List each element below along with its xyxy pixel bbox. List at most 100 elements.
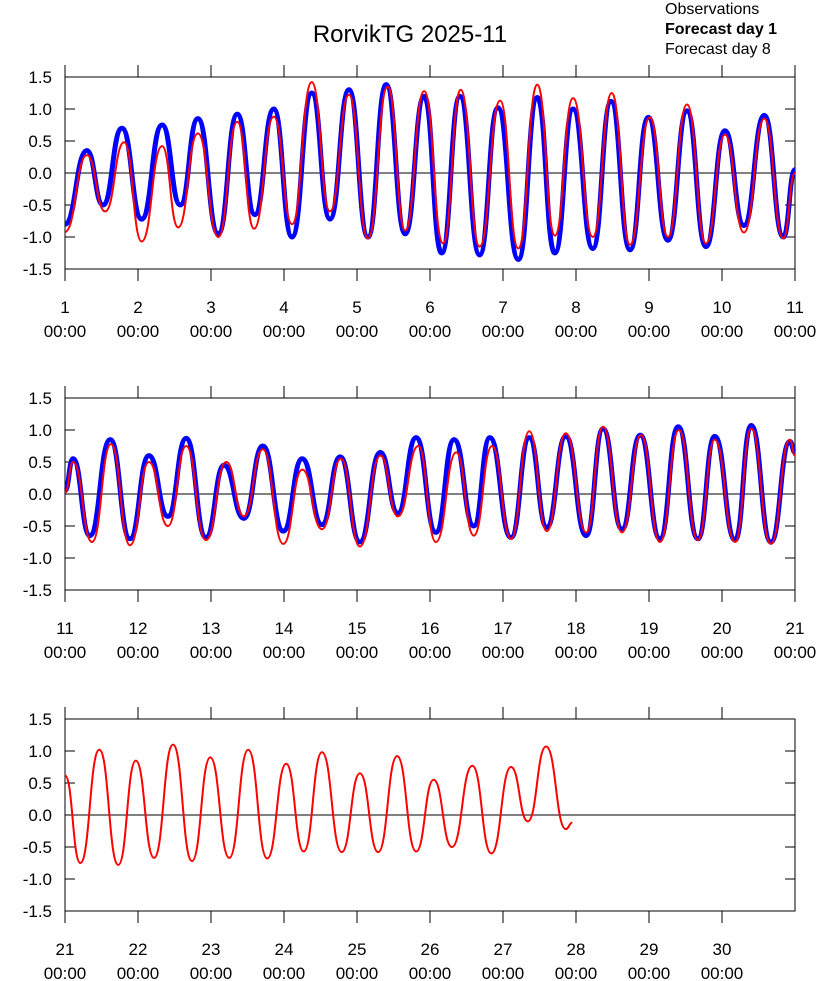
x-tick-label-line: 14 xyxy=(275,619,294,638)
x-tick-label-line: 00:00 xyxy=(263,964,306,981)
x-tick-label: 21 00:00 xyxy=(44,940,87,981)
y-tick-label: 1.0 xyxy=(28,421,52,440)
x-tick-label: 5 00:00 xyxy=(336,298,379,341)
y-tick-label: 0.0 xyxy=(28,164,52,183)
x-tick-label-line: 6 xyxy=(425,298,434,317)
x-tick-label-line: 4 xyxy=(279,298,288,317)
x-tick-label-line: 00:00 xyxy=(555,643,598,662)
x-tick-label-line: 00:00 xyxy=(117,964,160,981)
x-tick-label-line: 11 xyxy=(56,619,74,638)
x-tick-label: 26 00:00 xyxy=(409,940,452,981)
y-tick-label: 1.5 xyxy=(28,710,52,729)
x-tick-label-line: 7 xyxy=(498,298,507,317)
x-tick-label: 23 00:00 xyxy=(190,940,233,981)
y-tick-label: 0.5 xyxy=(28,453,52,472)
x-tick-label-line: 00:00 xyxy=(44,322,87,341)
x-tick-label-line: 25 xyxy=(348,940,367,959)
x-tick-label-line: 00:00 xyxy=(628,322,671,341)
x-tick-label: 10 00:00 xyxy=(701,298,744,341)
x-tick-label: 21 00:00 xyxy=(774,619,817,662)
x-tick-label-line: 00:00 xyxy=(701,964,744,981)
x-tick-label-line: 23 xyxy=(202,940,221,959)
legend-entry: Observations xyxy=(665,1,759,18)
x-tick-label-line: 26 xyxy=(421,940,440,959)
x-tick-label: 24 00:00 xyxy=(263,940,306,981)
x-tick-label-line: 5 xyxy=(352,298,361,317)
y-tick-label: 0.5 xyxy=(28,774,52,793)
legend-entry: Forecast day 8 xyxy=(665,41,771,58)
x-tick-label-line: 28 xyxy=(567,940,586,959)
x-tick-label-line: 00:00 xyxy=(628,964,671,981)
chart-title: RorvikTG 2025-11 xyxy=(313,21,507,48)
legend-entry: Forecast day 1 xyxy=(665,21,777,38)
x-tick-label: 6 00:00 xyxy=(409,298,452,341)
x-tick-label-line: 00:00 xyxy=(190,322,233,341)
y-tick-label: -1.0 xyxy=(23,870,52,889)
x-tick-label: 25 00:00 xyxy=(336,940,379,981)
x-tick-label-line: 00:00 xyxy=(336,322,379,341)
x-tick-label-line: 00:00 xyxy=(336,964,379,981)
series-line xyxy=(64,425,796,548)
y-tick-label: 0.0 xyxy=(28,806,52,825)
x-tick-label-line: 13 xyxy=(202,619,221,638)
x-tick-label-line: 11 xyxy=(786,298,804,317)
y-tick-label: -1.0 xyxy=(23,549,52,568)
x-tick-label-line: 19 xyxy=(640,619,659,638)
x-tick-label-line: 20 xyxy=(713,619,732,638)
x-tick-label-line: 00:00 xyxy=(482,964,525,981)
x-tick-label: 8 00:00 xyxy=(555,298,598,341)
x-tick-label: 18 00:00 xyxy=(555,619,598,662)
y-tick-label: -0.5 xyxy=(23,517,52,536)
x-tick-label-line: 3 xyxy=(206,298,215,317)
x-tick-label: 13 00:00 xyxy=(190,619,233,662)
x-tick-label-line: 00:00 xyxy=(555,964,598,981)
x-tick-label: 11 00:00 xyxy=(774,298,817,341)
x-tick-label-line: 00:00 xyxy=(555,322,598,341)
x-tick-label: 15 00:00 xyxy=(336,619,379,662)
x-tick-label: 14 00:00 xyxy=(263,619,306,662)
x-tick-label: 3 00:00 xyxy=(190,298,233,341)
x-tick-label-line: 21 xyxy=(56,940,75,959)
y-tick-label: 1.0 xyxy=(28,100,52,119)
y-tick-label: 1.5 xyxy=(28,68,52,87)
x-tick-label-line: 1 xyxy=(60,298,69,317)
x-tick-label: 16 00:00 xyxy=(409,619,452,662)
x-tick-label-line: 00:00 xyxy=(701,643,744,662)
x-tick-label-line: 00:00 xyxy=(409,964,452,981)
x-tick-label: 28 00:00 xyxy=(555,940,598,981)
y-tick-label: 0.5 xyxy=(28,132,52,151)
x-tick-label-line: 00:00 xyxy=(190,964,233,981)
x-tick-label-line: 00:00 xyxy=(774,322,817,341)
x-tick-label-line: 24 xyxy=(275,940,294,959)
x-tick-label-line: 29 xyxy=(640,940,659,959)
series-line xyxy=(64,81,796,250)
x-tick-label-line: 22 xyxy=(129,940,148,959)
x-tick-label-line: 17 xyxy=(494,619,513,638)
x-tick-label-line: 00:00 xyxy=(774,643,817,662)
x-tick-label-line: 18 xyxy=(567,619,586,638)
x-tick-label-line: 30 xyxy=(713,940,732,959)
x-tick-label-line: 00:00 xyxy=(44,643,87,662)
y-tick-label: 0.0 xyxy=(28,485,52,504)
x-tick-label: 1 00:00 xyxy=(44,298,87,341)
x-tick-label-line: 12 xyxy=(129,619,148,638)
y-tick-label: -0.5 xyxy=(23,196,52,215)
x-tick-label-line: 9 xyxy=(644,298,653,317)
x-tick-label-line: 00:00 xyxy=(117,643,160,662)
x-tick-label-line: 00:00 xyxy=(628,643,671,662)
x-tick-label-line: 00:00 xyxy=(190,643,233,662)
y-tick-label: -0.5 xyxy=(23,838,52,857)
x-tick-label-line: 00:00 xyxy=(263,322,306,341)
x-tick-label: 2 00:00 xyxy=(117,298,160,341)
y-tick-label: -1.0 xyxy=(23,228,52,247)
x-tick-label-line: 00:00 xyxy=(336,643,379,662)
x-tick-label: 17 00:00 xyxy=(482,619,525,662)
x-tick-label: 4 00:00 xyxy=(263,298,306,341)
x-tick-label-line: 8 xyxy=(571,298,580,317)
x-tick-label-line: 2 xyxy=(133,298,142,317)
x-tick-label-line: 15 xyxy=(348,619,367,638)
x-tick-label-line: 10 xyxy=(713,298,732,317)
x-tick-label-line: 16 xyxy=(421,619,440,638)
x-tick-label: 12 00:00 xyxy=(117,619,160,662)
